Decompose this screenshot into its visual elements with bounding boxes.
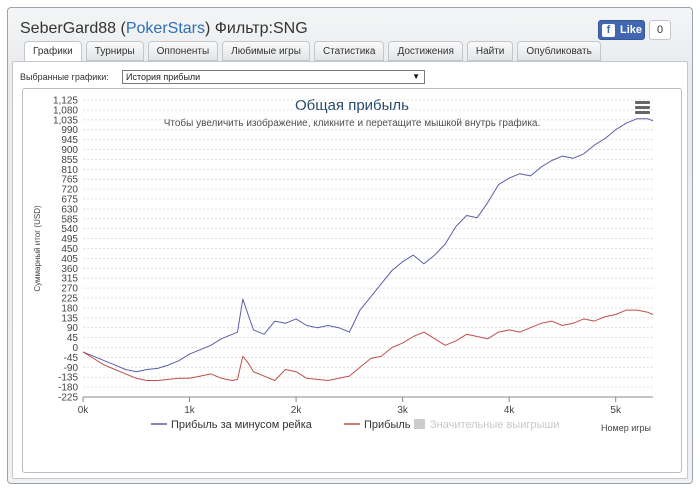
profit-chart[interactable]: Общая прибыль Чтобы увеличить изображени… [22, 88, 682, 473]
y-tick-label: 540 [61, 224, 78, 235]
y-tick-label: -45 [64, 353, 79, 364]
y-tick-label: 45 [67, 333, 79, 344]
tab-publish[interactable]: Опубликовать [517, 41, 601, 61]
y-tick-label: -180 [58, 383, 78, 394]
y-tick-label: 405 [61, 254, 78, 265]
dropdown-arrow-icon[interactable]: ▼ [412, 72, 420, 81]
facebook-icon: f [602, 23, 615, 37]
tab-bar: Графики Турниры Оппоненты Любимые игры С… [24, 41, 605, 62]
y-tick-label: 630 [61, 204, 78, 215]
y-tick-label: 675 [61, 195, 78, 206]
y-tick-label: 810 [61, 165, 78, 176]
title-paren-close: ) [204, 20, 211, 37]
x-tick-label: 1k [184, 405, 196, 416]
like-count: 0 [649, 20, 671, 40]
y-tick-label: 135 [61, 313, 78, 324]
title-paren-open: ( [120, 20, 126, 37]
y-tick-label: -135 [58, 373, 78, 384]
tab-search[interactable]: Найти [466, 41, 514, 61]
x-axis-title: Номер игры [601, 423, 651, 433]
y-tick-label: 1,125 [53, 96, 78, 107]
graph-selector-dropdown[interactable]: История прибыли ▼ [122, 70, 425, 84]
y-tick-label: 945 [61, 135, 78, 146]
like-label: Like [620, 24, 643, 36]
y-tick-label: 315 [61, 274, 78, 285]
tab-graphs[interactable]: Графики [24, 41, 82, 62]
y-tick-label: 990 [61, 125, 78, 136]
y-tick-label: 270 [61, 284, 78, 295]
y-tick-label: 1,035 [53, 115, 78, 126]
y-tick-label: -225 [58, 393, 78, 404]
legend-marker-2 [414, 419, 425, 429]
y-tick-label: 1,080 [53, 105, 78, 116]
chart-menu-icon[interactable] [635, 101, 650, 114]
y-tick-label: 360 [61, 264, 78, 275]
y-tick-label: 495 [61, 234, 78, 245]
tab-statistics[interactable]: Статистика [313, 41, 385, 61]
legend-label-2: Значительные выигрыши [430, 419, 559, 431]
x-tick-label: 3k [397, 405, 409, 416]
tab-opponents[interactable]: Оппоненты [147, 41, 219, 61]
tab-favorite-games[interactable]: Любимые игры [222, 41, 310, 61]
y-axis-label: Суммарный итог (USD) [33, 205, 42, 292]
legend-label-1: Прибыль [364, 419, 411, 431]
y-tick-label: -90 [64, 363, 79, 374]
facebook-like-widget: f Like 0 [598, 20, 671, 40]
x-tick-label: 5k [610, 405, 622, 416]
x-tick-label: 2k [291, 405, 303, 416]
window-title: SeberGard88 (PokerStars) Фильтр:SNG [20, 20, 308, 38]
x-tick-label: 0k [78, 405, 90, 416]
tab-achievements[interactable]: Достижения [388, 41, 463, 61]
title-username: SeberGard88 [20, 20, 117, 37]
graph-selector-value: История прибыли [126, 72, 201, 82]
legend-label-0: Прибыль за минусом рейка [171, 419, 313, 431]
y-tick-label: 900 [61, 145, 78, 156]
series-line-1 [82, 309, 654, 381]
y-tick-label: 225 [61, 294, 78, 305]
y-tick-label: 585 [61, 214, 78, 225]
y-tick-label: 855 [61, 155, 78, 166]
title-filter: Фильтр:SNG [214, 20, 308, 37]
facebook-like-button[interactable]: f Like [598, 20, 645, 40]
chart-plot-area[interactable]: 1,1251,0801,0359909459008558107657206756… [23, 89, 681, 472]
y-tick-label: 0 [72, 343, 78, 354]
y-tick-label: 90 [67, 323, 79, 334]
y-tick-label: 180 [61, 303, 78, 314]
y-tick-label: 450 [61, 244, 78, 255]
app-window: SeberGard88 (PokerStars) Фильтр:SNG f Li… [7, 7, 693, 484]
chart-subtitle: Чтобы увеличить изображение, кликните и … [163, 118, 541, 129]
graph-selector-label: Выбранные графики: [20, 72, 109, 82]
x-tick-label: 4k [504, 405, 516, 416]
y-tick-label: 765 [61, 175, 78, 186]
title-bar: SeberGard88 (PokerStars) Фильтр:SNG f Li… [8, 8, 692, 46]
tab-tournaments[interactable]: Турниры [85, 41, 144, 61]
title-site-link[interactable]: PokerStars [125, 20, 205, 37]
y-tick-label: 720 [61, 185, 78, 196]
tab-content-panel: Выбранные графики: История прибыли ▼ Общ… [12, 61, 688, 479]
series-line-0 [82, 118, 654, 373]
